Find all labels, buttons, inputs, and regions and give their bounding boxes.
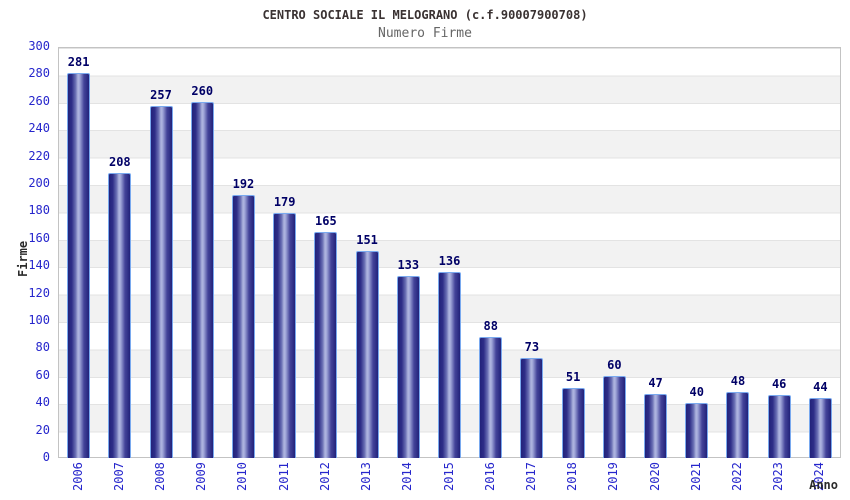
y-tick-label: 300 (28, 39, 50, 53)
x-tick-label: 2009 (194, 462, 209, 491)
x-tick-label: 2019 (606, 462, 621, 491)
bar-value-label: 281 (67, 55, 90, 70)
bar-2009 (190, 101, 214, 458)
bar-value-label: 48 (730, 374, 746, 389)
y-tick-label: 240 (28, 121, 50, 136)
x-tick-label: 2010 (235, 462, 250, 491)
bar-2012 (314, 231, 338, 458)
y-tick-label: 120 (28, 285, 50, 300)
chart-subtitle: Numero Firme (378, 26, 472, 41)
x-tick-label: 2023 (771, 462, 786, 491)
bar-value-label: 165 (315, 213, 337, 228)
x-tick-label: 2016 (482, 462, 497, 491)
bar-value-label: 40 (689, 385, 704, 400)
bar-value-label: 88 (483, 319, 498, 334)
bar-value-label: 73 (524, 339, 540, 354)
x-tick-label: 2012 (317, 462, 332, 491)
bar-2018 (561, 388, 585, 458)
bar-2017 (520, 357, 544, 458)
bar-value-label: 136 (438, 253, 461, 268)
x-tick-label: 2021 (688, 462, 703, 491)
y-tick-label: 20 (35, 422, 50, 437)
bar-value-label: 47 (648, 375, 663, 390)
y-tick-label: 60 (35, 367, 50, 382)
bar-2024 (808, 397, 832, 458)
x-tick-label: 2022 (729, 462, 744, 491)
y-tick-label: 280 (28, 66, 50, 81)
y-tick-label: 80 (35, 340, 50, 355)
bar-2011 (273, 212, 297, 458)
x-axis-title: Anno (809, 478, 838, 492)
x-tick-label: 2014 (400, 462, 415, 491)
x-tick-label: 2013 (359, 462, 374, 491)
y-tick-label: 140 (28, 258, 50, 273)
y-tick-label: 40 (35, 395, 50, 410)
bar-2020 (644, 393, 668, 458)
x-tick-label: 2017 (523, 462, 538, 491)
y-tick-label: 100 (28, 313, 50, 327)
bar-2019 (602, 375, 626, 458)
x-tick-label: 2006 (70, 462, 85, 491)
bar-value-label: 192 (232, 176, 255, 191)
bar-2016 (479, 337, 503, 458)
bar-2021 (685, 403, 709, 458)
bar-2007 (108, 173, 132, 458)
bar-value-label: 51 (565, 370, 581, 385)
y-tick-label: 260 (28, 93, 50, 108)
y-tick-label: 220 (28, 148, 50, 163)
bar-value-label: 260 (191, 83, 214, 98)
x-tick-label: 2008 (153, 462, 168, 491)
x-tick-label: 2020 (647, 462, 662, 491)
bar-2006 (67, 73, 91, 458)
bar-value-label: 257 (150, 87, 172, 102)
bar-value-label: 60 (607, 357, 622, 372)
bar-value-label: 151 (356, 233, 378, 248)
bar-2010 (231, 194, 255, 458)
bar-value-label: 208 (108, 155, 131, 170)
bar-value-label: 44 (813, 379, 828, 394)
bar-2023 (767, 394, 791, 458)
x-tick-label: 2007 (111, 462, 126, 491)
y-tick-label: 180 (28, 203, 50, 218)
x-tick-label: 2015 (441, 462, 456, 491)
bar-2022 (726, 392, 750, 458)
y-axis-title: Firme (16, 240, 30, 277)
y-tick-label: 200 (28, 176, 50, 190)
x-tick-label: 2018 (565, 462, 580, 491)
bar-value-label: 46 (771, 376, 787, 391)
bar-2014 (396, 275, 420, 458)
bar-2008 (149, 105, 173, 458)
bar-value-label: 179 (273, 194, 296, 209)
y-tick-label: 0 (42, 450, 50, 464)
bar-2015 (438, 271, 461, 458)
chart-title: CENTRO SOCIALE IL MELOGRANO (c.f.9000790… (262, 8, 588, 22)
bar-value-label: 133 (397, 257, 420, 272)
x-tick-label: 2011 (276, 462, 291, 491)
bar-2013 (355, 251, 379, 458)
y-tick-label: 160 (28, 230, 50, 245)
